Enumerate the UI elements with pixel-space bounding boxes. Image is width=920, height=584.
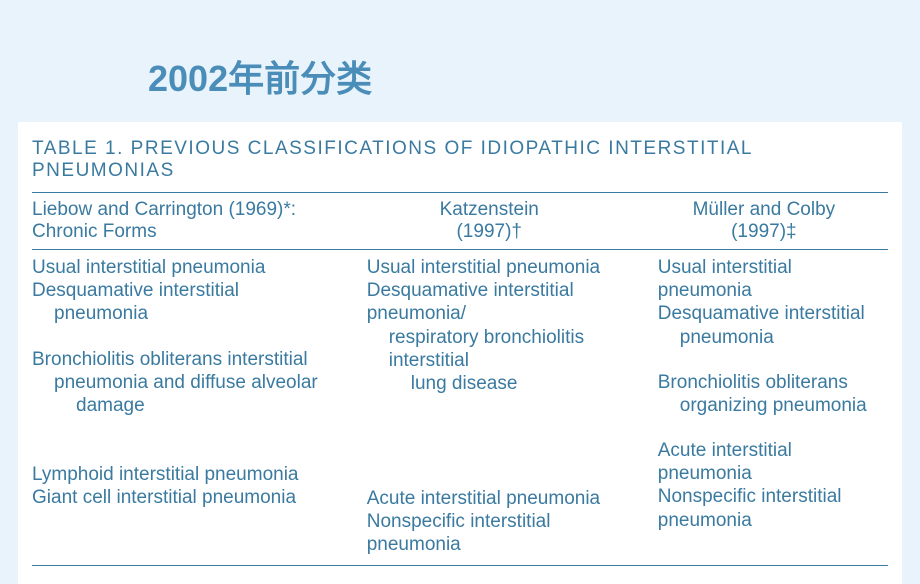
cell: Giant cell interstitial pneumonia [32, 486, 339, 509]
header-col2: Katzenstein (1997)† [349, 199, 640, 243]
cell-line: organizing pneumonia [658, 394, 888, 417]
body-col3: Usual interstitial pneumonia Desquamativ… [640, 256, 888, 557]
cell: Desquamative interstitial pneumonia [32, 279, 339, 325]
header-col1-line1: Liebow and Carrington (1969)*: [32, 199, 339, 221]
table-header-row: Liebow and Carrington (1969)*: Chronic F… [32, 193, 888, 249]
cell-line: Desquamative interstitial pneumonia/ [367, 279, 630, 325]
table-body: Usual interstitial pneumonia Desquamativ… [32, 250, 888, 557]
cell-line: respiratory bronchiolitis interstitial [367, 326, 630, 372]
rule-bottom [32, 565, 888, 566]
cell: Lymphoid interstitial pneumonia [32, 463, 339, 486]
header-col3: Müller and Colby (1997)‡ [640, 199, 888, 243]
cell: Desquamative interstitial pneumonia/ res… [367, 279, 630, 395]
cell-line: Bronchiolitis obliterans [658, 371, 888, 394]
cell: Bronchiolitis obliterans interstitial pn… [32, 348, 339, 418]
header-col3-line2: (1997)‡ [640, 221, 888, 243]
slide-title: 2002年前分类 [0, 0, 920, 122]
cell: Bronchiolitis obliterans organizing pneu… [658, 371, 888, 417]
cell-line: Desquamative interstitial [32, 279, 339, 302]
header-col2-line2: (1997)† [349, 221, 630, 243]
cell: Usual interstitial pneumonia [32, 256, 339, 279]
table-caption: TABLE 1. PREVIOUS CLASSIFICATIONS OF IDI… [32, 134, 888, 192]
header-col1: Liebow and Carrington (1969)*: Chronic F… [32, 199, 349, 243]
header-col2-line1: Katzenstein [349, 199, 630, 221]
cell: Usual interstitial pneumonia [367, 256, 630, 279]
cell-line: pneumonia [32, 302, 339, 325]
cell-line: lung disease [367, 372, 630, 395]
cell-line: Bronchiolitis obliterans interstitial [32, 348, 339, 371]
cell: Nonspecific interstitial pneumonia [658, 485, 888, 531]
body-col2: Usual interstitial pneumonia Desquamativ… [349, 256, 640, 557]
header-col1-line2: Chronic Forms [32, 221, 339, 243]
cell-line: pneumonia [658, 326, 888, 349]
body-col1: Usual interstitial pneumonia Desquamativ… [32, 256, 349, 557]
classification-table: TABLE 1. PREVIOUS CLASSIFICATIONS OF IDI… [18, 122, 902, 584]
cell-line: damage [32, 394, 339, 417]
cell: Desquamative interstitial pneumonia [658, 302, 888, 348]
cell-line: pneumonia and diffuse alveolar [32, 371, 339, 394]
cell: Nonspecific interstitial pneumonia [367, 510, 630, 556]
cell: Acute interstitial pneumonia [658, 439, 888, 485]
header-col3-line1: Müller and Colby [640, 199, 888, 221]
cell: Acute interstitial pneumonia [367, 487, 630, 510]
cell-line: Desquamative interstitial [658, 302, 888, 325]
cell: Usual interstitial pneumonia [658, 256, 888, 302]
